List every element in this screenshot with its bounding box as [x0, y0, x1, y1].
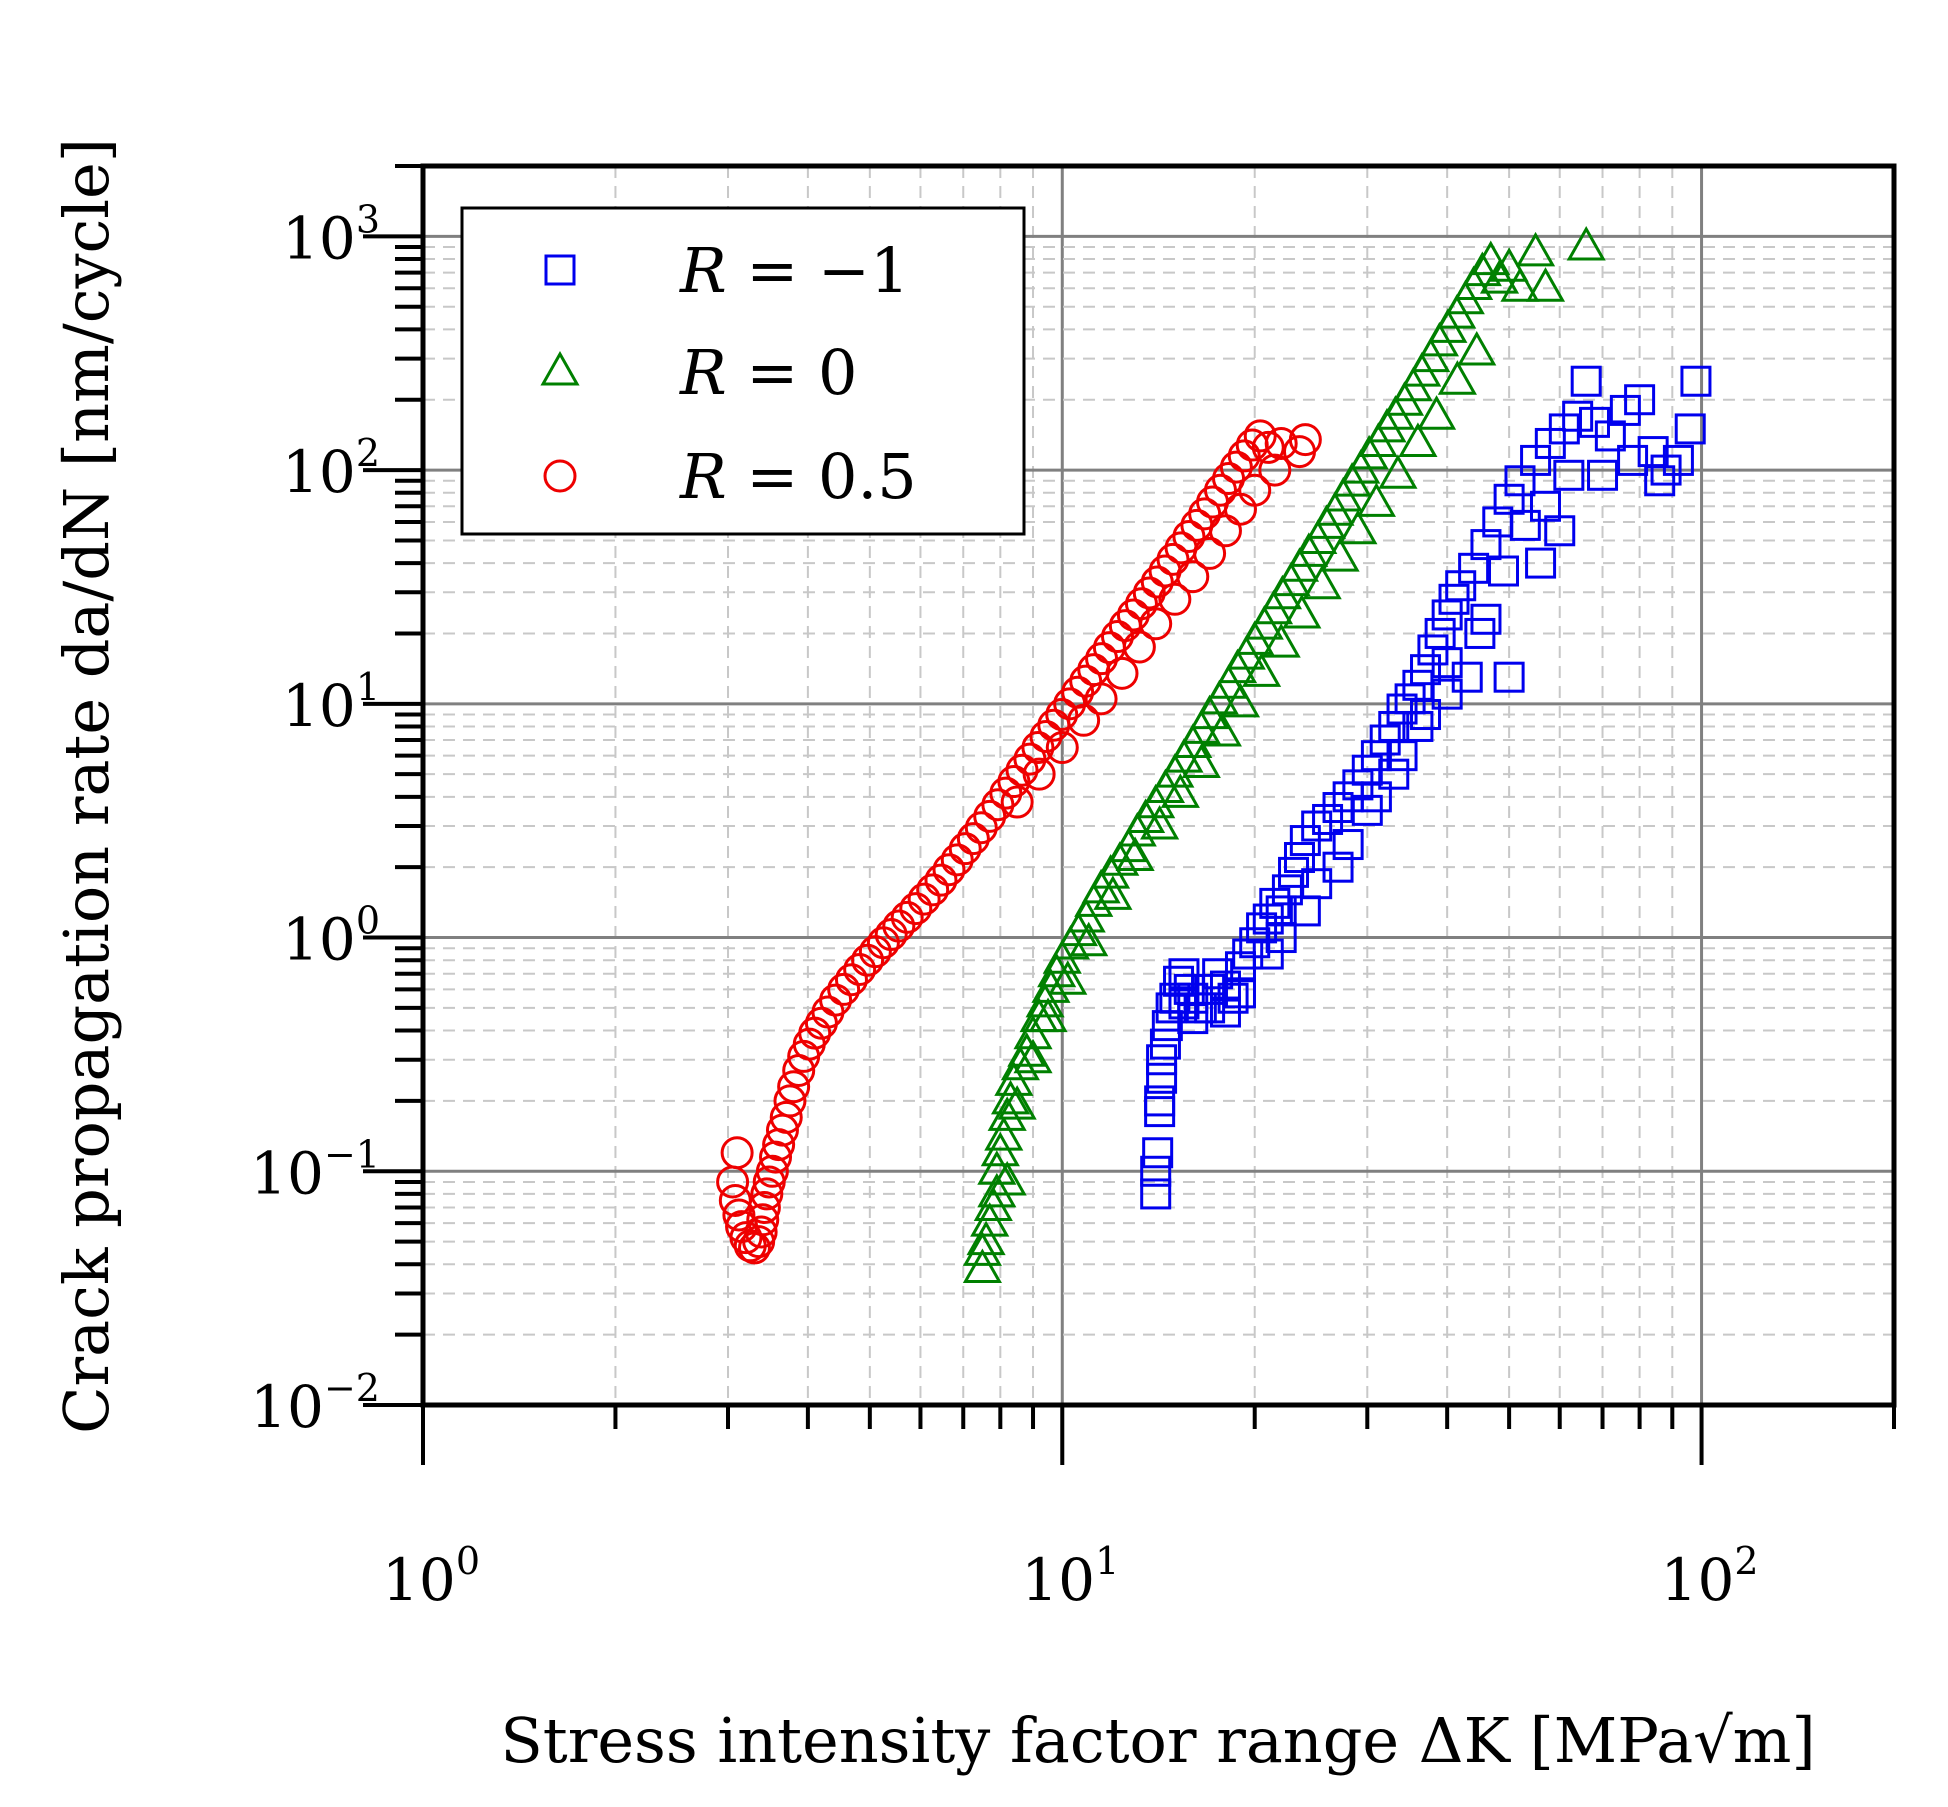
y-axis-label: Crack propagation rate da/dN [nm/cycle] [50, 138, 123, 1434]
chart: 100 101 102 10−210−1100101102103 Stress in… [0, 0, 1948, 1807]
legend: R = −1 R = 0 R = 0.5 [462, 208, 1024, 534]
legend-label: R = 0 [679, 336, 858, 409]
x-axis-label: Stress intensity factor range ΔK [MPa√m] [500, 1704, 1815, 1777]
legend-label: R = 0.5 [679, 440, 917, 513]
legend-label: R = −1 [679, 234, 909, 307]
